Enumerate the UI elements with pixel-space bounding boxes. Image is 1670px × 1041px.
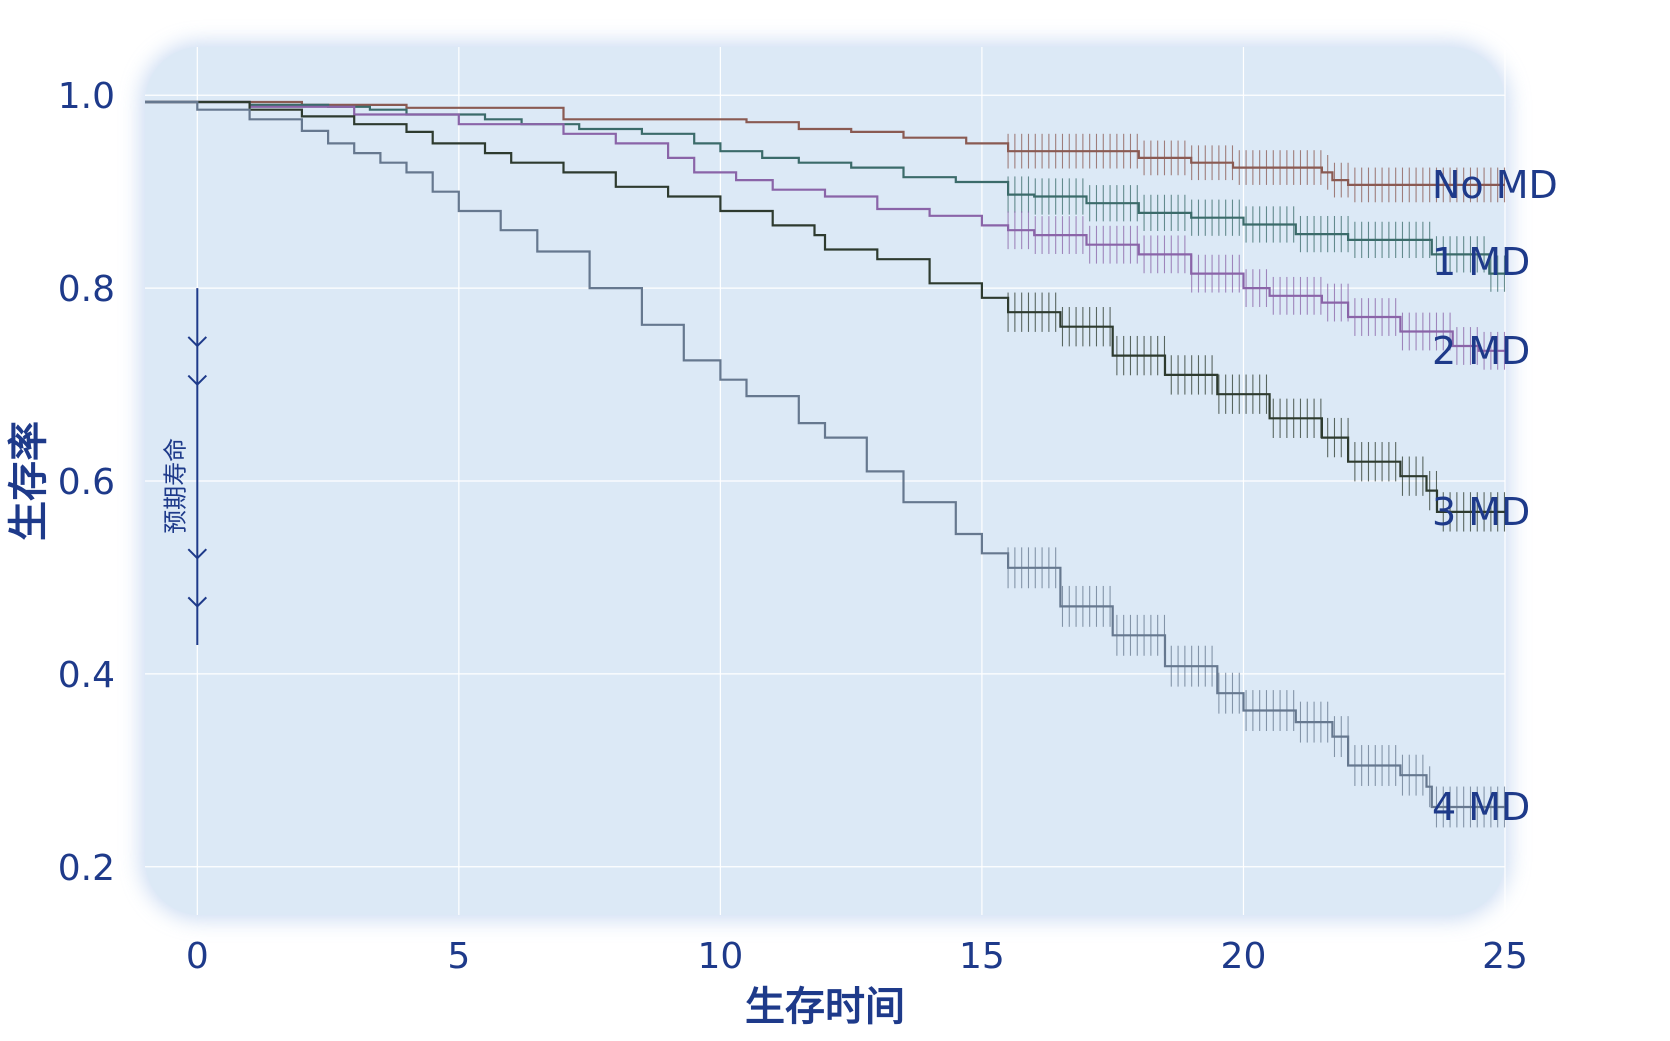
x-axis-title: 生存时间 xyxy=(745,984,905,1030)
y-tick-label: 0.2 xyxy=(58,848,115,889)
y-tick-label: 0.6 xyxy=(58,462,115,503)
series-label: 1 MD xyxy=(1432,240,1530,284)
series-line xyxy=(145,100,1505,513)
annotation-arrowhead xyxy=(187,336,208,348)
y-tick-label: 0.8 xyxy=(58,269,115,310)
x-tick-label: 10 xyxy=(697,936,743,977)
axis-ticks: 0 5 10 15 20 25 1.0 0.8 0.6 0.4 0.2 xyxy=(58,76,1528,977)
y-tick-label: 1.0 xyxy=(58,76,115,117)
x-tick-label: 0 xyxy=(186,936,209,977)
series-label: 4 MD xyxy=(1432,785,1530,829)
annotation-arrowhead xyxy=(187,548,208,560)
x-tick-label: 25 xyxy=(1482,936,1528,977)
annotation-arrowhead xyxy=(187,374,208,386)
series-labels: No MD 1 MD 2 MD 3 MD 4 MD xyxy=(1432,163,1558,829)
series-lines xyxy=(145,100,1505,809)
series-line xyxy=(145,100,1505,809)
annotation-arrowhead xyxy=(187,596,208,608)
x-tick-label: 20 xyxy=(1221,936,1267,977)
y-axis-title: 生存率 xyxy=(6,421,52,541)
x-tick-label: 15 xyxy=(959,936,1005,977)
series-label: 2 MD xyxy=(1432,329,1530,373)
x-tick-label: 5 xyxy=(447,936,470,977)
life-expectancy-annotation: 预期寿命 xyxy=(161,288,208,645)
series-line xyxy=(145,100,1505,186)
y-tick-label: 0.4 xyxy=(58,655,115,696)
series-label: No MD xyxy=(1432,163,1558,207)
annotation-text: 预期寿命 xyxy=(161,438,189,534)
series-line xyxy=(145,100,1505,352)
series-label: 3 MD xyxy=(1432,490,1530,534)
